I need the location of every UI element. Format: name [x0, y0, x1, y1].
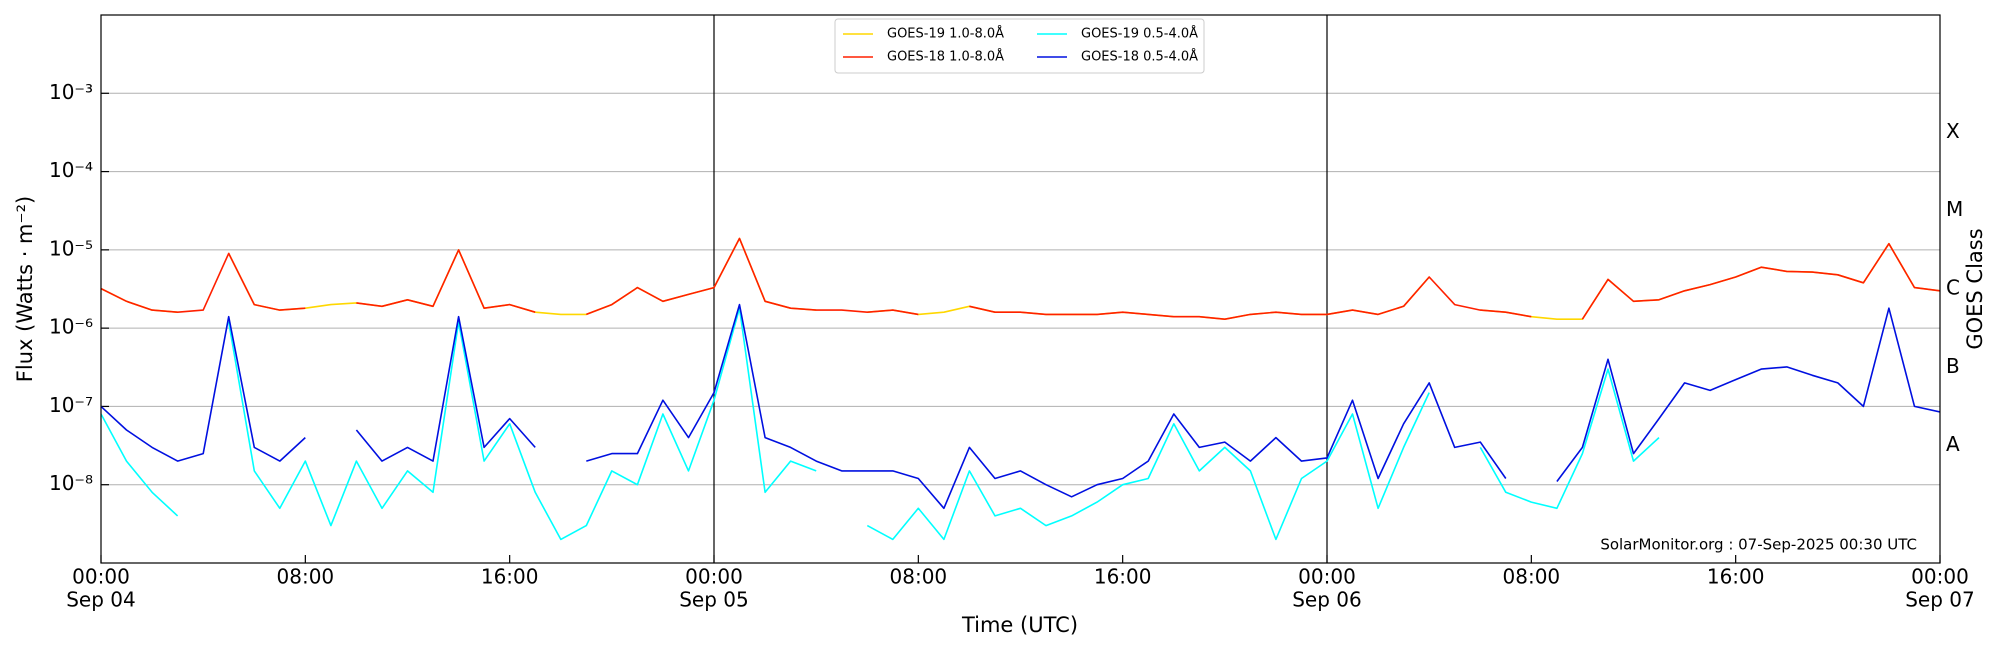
x-tick-label: Sep 04: [66, 588, 136, 612]
y-axis-label: Flux (Watts · m⁻²): [13, 196, 37, 382]
series-line: [101, 237, 1940, 320]
x-tick-label: Sep 06: [1292, 588, 1362, 612]
y2-axis-label: GOES Class: [1963, 228, 1987, 349]
y-tick-label: 10⁻⁵: [49, 236, 93, 260]
x-tick-label: 16:00: [481, 565, 539, 589]
series-line: [101, 303, 1940, 510]
legend-label: GOES-18 0.5-4.0Å: [1081, 49, 1198, 65]
x-tick-label: 08:00: [890, 565, 948, 589]
x-tick-label: 08:00: [277, 565, 335, 589]
x-tick-label: 00:00: [1298, 565, 1356, 589]
x-tick-label: Sep 05: [679, 588, 749, 612]
class-label: C: [1946, 276, 1960, 300]
legend-box: [834, 18, 1205, 74]
x-tick-label: 00:00: [685, 565, 743, 589]
x-tick-label: 16:00: [1707, 565, 1765, 589]
series-line: [101, 237, 1940, 320]
x-tick-label: Sep 07: [1905, 588, 1975, 612]
x-tick-label: 00:00: [72, 565, 130, 589]
plot-area: [101, 237, 1940, 541]
x-tick-label: 16:00: [1094, 565, 1152, 589]
legend-label: GOES-18 1.0-8.0Å: [887, 49, 1004, 65]
x-tick-label: 08:00: [1503, 565, 1561, 589]
annotation: SolarMonitor.org : 07-Sep-2025 00:30 UTC: [1600, 536, 1917, 554]
class-label: M: [1946, 197, 1963, 221]
y-tick-label: 10⁻⁷: [49, 393, 93, 417]
x-axis-label: Time (UTC): [961, 613, 1078, 637]
class-label: B: [1946, 354, 1960, 378]
class-label: X: [1946, 119, 1960, 143]
y-tick-label: 10⁻⁴: [49, 158, 93, 182]
y-tick-label: 10⁻³: [49, 80, 93, 104]
class-label: A: [1946, 432, 1960, 456]
y-tick-label: 10⁻⁶: [49, 315, 93, 339]
plot-frame: [100, 14, 1941, 564]
legend-label: GOES-19 0.5-4.0Å: [1081, 26, 1198, 42]
x-tick-label: 00:00: [1911, 565, 1969, 589]
legend-label: GOES-19 1.0-8.0Å: [887, 26, 1004, 42]
series-line: [101, 307, 1660, 541]
y-tick-label: 10⁻⁸: [49, 471, 93, 495]
